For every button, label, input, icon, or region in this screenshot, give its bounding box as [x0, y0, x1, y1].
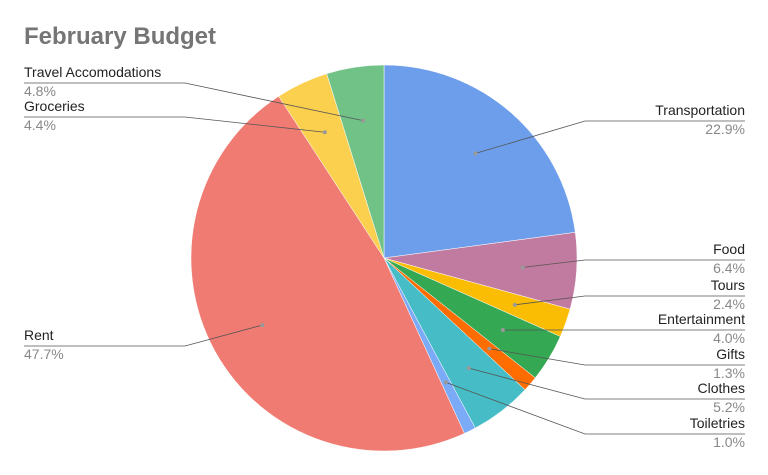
leader-dot [260, 323, 265, 328]
value-label: 6.4% [713, 260, 745, 276]
slice-label: Groceries [24, 98, 85, 114]
pie-slice [190, 95, 465, 452]
chart-title: February Budget [24, 23, 216, 50]
leader-line [445, 382, 745, 435]
value-label: 47.7% [24, 346, 64, 362]
value-label: 4.4% [24, 117, 56, 133]
value-label: 1.0% [713, 434, 745, 450]
slice-label: Clothes [698, 380, 745, 396]
leader-dot [443, 380, 448, 385]
leader-line [24, 116, 325, 133]
slice-label: Food [713, 241, 745, 257]
value-label: 2.4% [713, 296, 745, 312]
leader-dot [512, 302, 517, 307]
value-label: 1.3% [713, 365, 745, 381]
pie-slice [383, 64, 576, 259]
value-label: 4.8% [24, 83, 56, 99]
value-label: 22.9% [705, 121, 745, 137]
value-label: 5.2% [713, 399, 745, 415]
leader-line [489, 348, 745, 366]
slice-label: Tours [711, 277, 745, 293]
leader-dot [473, 151, 478, 156]
leader-line [24, 324, 263, 347]
leader-dot [322, 130, 327, 135]
leader-line [522, 259, 745, 268]
slice-label: Rent [24, 327, 54, 343]
slice-label: Toiletries [690, 415, 745, 431]
leader-dot [361, 118, 366, 123]
pie-slice [326, 64, 385, 259]
leader-dot [500, 327, 505, 332]
slice-label: Transportation [655, 102, 745, 118]
leader-dot [466, 366, 471, 371]
slice-label: Gifts [716, 346, 745, 362]
value-label: 4.0% [713, 330, 745, 346]
leader-line [514, 295, 745, 306]
leader-line [475, 120, 745, 154]
leader-dot [520, 265, 525, 270]
leader-line [468, 367, 745, 400]
leader-dot [487, 346, 492, 351]
leader-line [24, 82, 364, 122]
slice-label: Travel Accomodations [24, 64, 161, 80]
slice-label: Entertainment [658, 311, 745, 327]
